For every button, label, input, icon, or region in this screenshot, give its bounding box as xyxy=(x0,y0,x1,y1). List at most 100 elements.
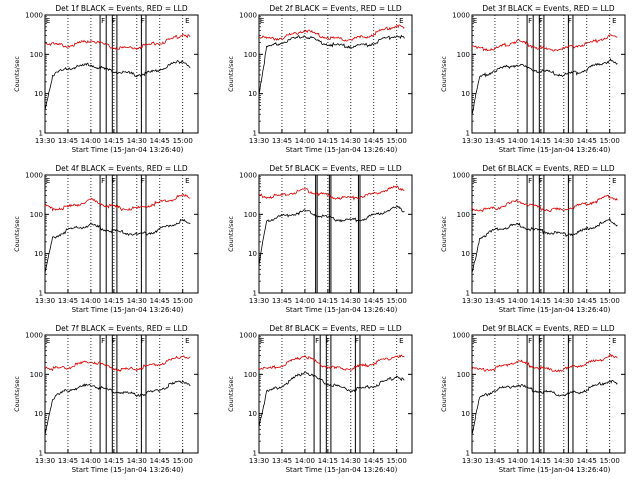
x-tick-label: 15:00 xyxy=(387,457,407,465)
panel-4: Det 4f BLACK = Events, RED = LLD 1 10 100 10… xyxy=(13,164,199,314)
flag-window xyxy=(111,174,118,294)
flag-window xyxy=(313,334,321,454)
x-tick-label: 13:30 xyxy=(249,457,269,465)
flag-mark: F xyxy=(112,17,116,25)
y-tick-label: 1 xyxy=(253,450,257,458)
panel-title: Det 7f BLACK = Events, RED = LLD xyxy=(55,324,188,333)
flag-window xyxy=(140,334,147,454)
y-tick-label: 10 xyxy=(248,90,257,98)
panel-title: Det 3f BLACK = Events, RED = LLD xyxy=(482,4,615,13)
y-tick-label: 1 xyxy=(466,130,470,138)
x-tick-label: 14:15 xyxy=(318,137,338,145)
y-tick-label: 1 xyxy=(253,130,257,138)
x-tick-label: 14:15 xyxy=(531,297,551,305)
y-tick-label: 1000 xyxy=(25,332,43,340)
flag-mark: E xyxy=(185,177,189,185)
lld-series-line xyxy=(44,193,191,212)
flag-mark: F xyxy=(568,337,572,345)
x-tick-label: 14:00 xyxy=(81,297,101,305)
flag-window xyxy=(567,14,574,134)
panel-5: Det 5f BLACK = Events, RED = LLD 1 10 100 10… xyxy=(227,164,413,314)
events-series-line xyxy=(258,205,405,266)
x-tick-label: 14:45 xyxy=(150,457,170,465)
x-tick-label: 13:30 xyxy=(249,297,269,305)
flag-mark: E xyxy=(612,177,616,185)
y-tick-label: 1 xyxy=(39,130,43,138)
x-tick-label: 14:15 xyxy=(104,137,124,145)
x-tick-label: 14:30 xyxy=(127,297,147,305)
y-tick-label: 100 xyxy=(457,51,470,59)
plot-frame xyxy=(44,334,199,454)
y-tick-label: 1000 xyxy=(452,12,470,20)
flag-window xyxy=(111,334,118,454)
y-tick-label: 1 xyxy=(466,290,470,298)
flag-mark: F xyxy=(539,337,543,345)
panel-title: Det 9f BLACK = Events, RED = LLD xyxy=(482,324,615,333)
y-tick-label: 10 xyxy=(34,90,43,98)
panel-3: Det 3f BLACK = Events, RED = LLD 1 10 100 10… xyxy=(440,4,626,154)
flag-mark: E xyxy=(612,17,616,25)
plot-frame xyxy=(471,334,626,454)
panel-1: Det 1f BLACK = Events, RED = LLD 1 10 100 10… xyxy=(13,4,199,154)
x-tick-label: 15:00 xyxy=(173,457,193,465)
flag-mark: E xyxy=(185,337,189,345)
y-tick-label: 100 xyxy=(457,371,470,379)
x-tick-label: 13:45 xyxy=(58,137,78,145)
plot-frame xyxy=(471,14,626,134)
x-tick-label: 14:45 xyxy=(577,297,597,305)
y-tick-label: 100 xyxy=(30,51,43,59)
x-tick-label: 14:00 xyxy=(508,457,528,465)
flag-mark: F xyxy=(355,337,359,345)
y-tick-label: 1 xyxy=(466,450,470,458)
x-tick-label: 14:15 xyxy=(531,457,551,465)
panel-6: Det 6f BLACK = Events, RED = LLD 1 10 100 10… xyxy=(440,164,626,314)
events-series-line xyxy=(258,371,405,427)
x-tick-label: 14:15 xyxy=(104,297,124,305)
x-axis-label: Start Time (15-Jan-04 13:26:40) xyxy=(286,306,398,314)
x-axis-label: Start Time (15-Jan-04 13:26:40) xyxy=(286,146,398,154)
y-tick-label: 10 xyxy=(461,250,470,258)
panel-9: Det 9f BLACK = Events, RED = LLD 1 10 100 10… xyxy=(440,324,626,474)
x-tick-label: 14:00 xyxy=(81,137,101,145)
flag-mark: F xyxy=(528,337,532,345)
flag-mark: E xyxy=(185,17,189,25)
flag-mark: E xyxy=(612,337,616,345)
flag-mark: F xyxy=(112,177,116,185)
x-axis-label: Start Time (15-Jan-04 13:26:40) xyxy=(72,146,184,154)
events-series-line xyxy=(44,380,191,436)
x-tick-label: 14:30 xyxy=(554,137,574,145)
flag-window xyxy=(538,174,545,294)
flag-window xyxy=(325,334,332,454)
x-axis-label: Start Time (15-Jan-04 13:26:40) xyxy=(499,466,611,474)
panel-title: Det 8f BLACK = Events, RED = LLD xyxy=(269,324,402,333)
x-tick-label: 13:30 xyxy=(35,297,55,305)
y-tick-label: 100 xyxy=(244,51,257,59)
x-tick-label: 14:30 xyxy=(341,137,361,145)
y-tick-label: 10 xyxy=(248,250,257,258)
x-tick-label: 14:45 xyxy=(364,297,384,305)
x-tick-label: 13:45 xyxy=(58,457,78,465)
x-tick-label: 13:45 xyxy=(485,457,505,465)
flag-window xyxy=(538,334,545,454)
flag-mark: F xyxy=(528,177,532,185)
flag-window xyxy=(111,14,118,134)
panel-7: Det 7f BLACK = Events, RED = LLD 1 10 100 10… xyxy=(13,324,199,474)
flag-mark: E xyxy=(399,17,403,25)
events-series-line xyxy=(258,34,405,94)
plot-frame xyxy=(44,14,199,134)
y-axis-label: Counts/sec xyxy=(227,56,235,92)
panel-title: Det 1f BLACK = Events, RED = LLD xyxy=(55,4,188,13)
y-tick-label: 1000 xyxy=(25,172,43,180)
x-tick-label: 14:00 xyxy=(81,457,101,465)
flag-mark: E xyxy=(46,17,50,25)
flag-mark: F xyxy=(141,337,145,345)
lld-series-line xyxy=(471,354,618,373)
x-tick-label: 13:45 xyxy=(272,457,292,465)
flag-window xyxy=(538,14,545,134)
x-tick-label: 14:45 xyxy=(577,457,597,465)
y-tick-label: 100 xyxy=(457,211,470,219)
flag-window xyxy=(567,334,574,454)
x-tick-label: 15:00 xyxy=(600,457,620,465)
flag-mark: E xyxy=(46,177,50,185)
